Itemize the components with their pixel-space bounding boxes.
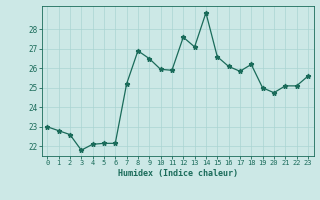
X-axis label: Humidex (Indice chaleur): Humidex (Indice chaleur) bbox=[118, 169, 237, 178]
